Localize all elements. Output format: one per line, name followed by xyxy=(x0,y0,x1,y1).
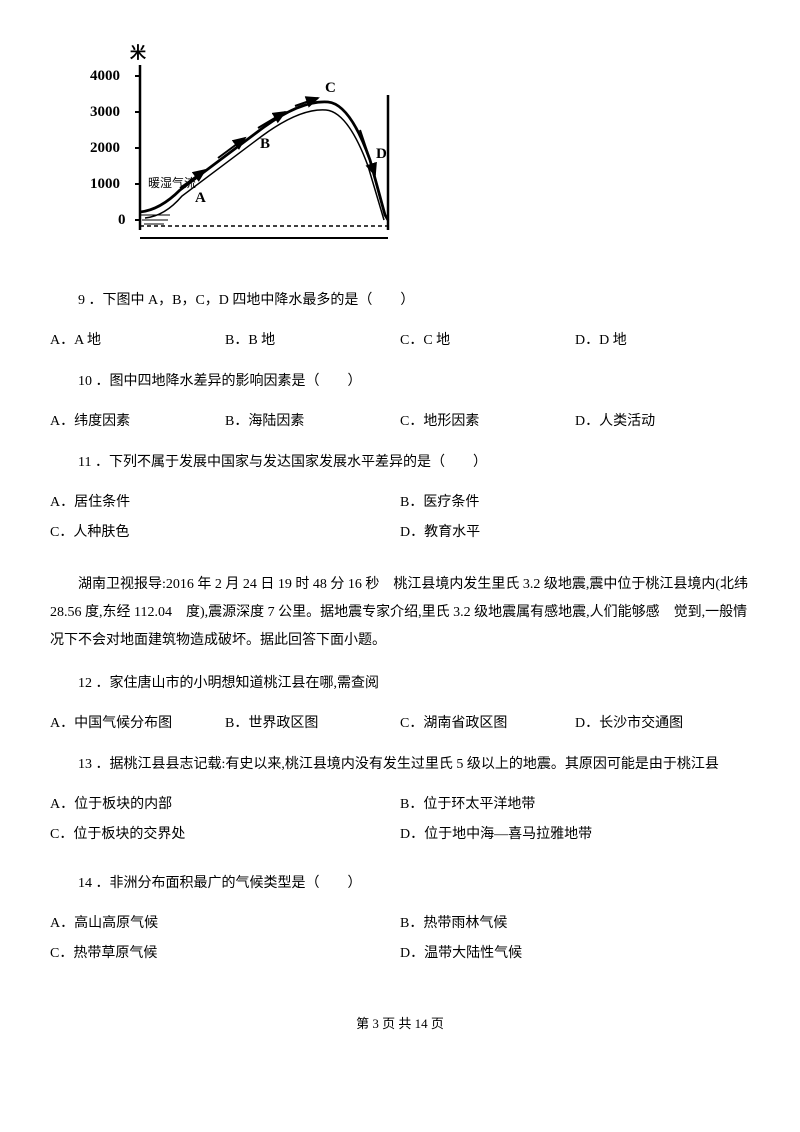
point-a-label: A xyxy=(195,190,206,206)
question-10-options: A．纬度因素 B．海陆因素 C．地形因素 D．人类活动 xyxy=(50,411,750,433)
question-11-options: A．居住条件 B．医疗条件 C．人种肤色 D．教育水平 xyxy=(50,492,750,553)
ytick-1000: 1000 xyxy=(90,176,120,192)
q13-opt-b: B．位于环太平洋地带 xyxy=(400,794,750,816)
q13-opt-a: A．位于板块的内部 xyxy=(50,794,400,816)
question-9: 9 ．下图中 A，B，C，D 四地中降水最多的是（ ） xyxy=(50,290,750,312)
question-12-options: A．中国气候分布图 B．世界政区图 C．湖南省政区图 D．长沙市交通图 xyxy=(50,713,750,735)
q10-opt-a: A．纬度因素 xyxy=(50,411,225,433)
q13-opt-c: C．位于板块的交界处 xyxy=(50,824,400,846)
q12-opt-a: A．中国气候分布图 xyxy=(50,713,225,735)
question-14: 14 ．非洲分布面积最广的气候类型是（ ） xyxy=(50,873,750,895)
page-footer: 第 3 页 共 14 页 xyxy=(50,1014,750,1035)
q11-opt-a: A．居住条件 xyxy=(50,492,400,514)
q10-opt-d: D．人类活动 xyxy=(575,411,750,433)
q11-opt-c: C．人种肤色 xyxy=(50,522,400,544)
chart-svg: 米 4000 3000 2000 1000 0 暖湿气流 A B C D xyxy=(70,40,410,260)
y-axis-title: 米 xyxy=(130,43,147,62)
question-14-options: A．高山高原气候 B．热带雨林气候 C．热带草原气候 D．温带大陆性气候 xyxy=(50,913,750,974)
q10-opt-b: B．海陆因素 xyxy=(225,411,400,433)
wind-arrow-3 xyxy=(258,112,285,128)
question-10: 10 ．图中四地降水差异的影响因素是（ ） xyxy=(50,371,750,393)
elevation-chart: 米 4000 3000 2000 1000 0 暖湿气流 A B C D xyxy=(70,40,410,260)
q12-opt-b: B．世界政区图 xyxy=(225,713,400,735)
q11-opt-b: B．医疗条件 xyxy=(400,492,750,514)
question-9-options: A．A 地 B．B 地 C．C 地 D．D 地 xyxy=(50,330,750,352)
warm-air-label: 暖湿气流 xyxy=(148,175,196,190)
q9-opt-c: C．C 地 xyxy=(400,330,575,352)
q10-opt-c: C．地形因素 xyxy=(400,411,575,433)
q12-opt-c: C．湖南省政区图 xyxy=(400,713,575,735)
ytick-3000: 3000 xyxy=(90,104,120,120)
question-13: 13 ．据桃江县县志记载:有史以来,桃江县境内没有发生过里氏 5 级以上的地震。… xyxy=(50,754,750,776)
q11-opt-d: D．教育水平 xyxy=(400,522,750,544)
q9-opt-d: D．D 地 xyxy=(575,330,750,352)
question-13-options: A．位于板块的内部 B．位于环太平洋地带 C．位于板块的交界处 D．位于地中海—… xyxy=(50,794,750,855)
wind-arrow-2 xyxy=(218,138,245,158)
passage-earthquake: 湖南卫视报导:2016 年 2 月 24 日 19 时 48 分 16 秒 桃江… xyxy=(50,571,750,655)
q14-opt-c: C．热带草原气候 xyxy=(50,943,400,965)
question-12: 12 ．家住唐山市的小明想知道桃江县在哪,需查阅 xyxy=(50,673,750,695)
q9-opt-b: B．B 地 xyxy=(225,330,400,352)
q14-opt-b: B．热带雨林气候 xyxy=(400,913,750,935)
ytick-0: 0 xyxy=(118,212,126,228)
q13-opt-d: D．位于地中海—喜马拉雅地带 xyxy=(400,824,750,846)
q9-opt-a: A．A 地 xyxy=(50,330,225,352)
point-d-label: D xyxy=(376,146,387,162)
question-11: 11 ．下列不属于发展中国家与发达国家发展水平差异的是（ ） xyxy=(50,452,750,474)
q14-opt-a: A．高山高原气候 xyxy=(50,913,400,935)
point-b-label: B xyxy=(260,136,270,152)
ytick-2000: 2000 xyxy=(90,140,120,156)
q12-opt-d: D．长沙市交通图 xyxy=(575,713,750,735)
q14-opt-d: D．温带大陆性气候 xyxy=(400,943,750,965)
point-c-label: C xyxy=(325,80,336,96)
ytick-4000: 4000 xyxy=(90,68,120,84)
